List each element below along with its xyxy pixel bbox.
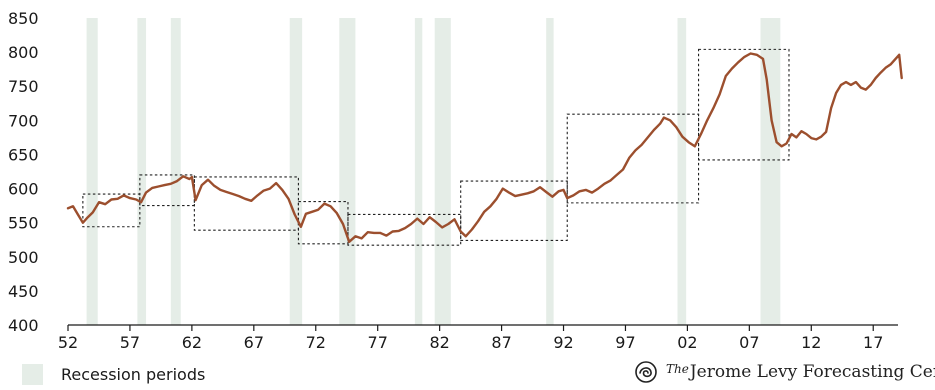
x-tick-label-77: 77 xyxy=(368,333,388,352)
recession-band-9 xyxy=(760,18,781,325)
brand-text: TheJerome Levy Forecasting Center xyxy=(666,362,935,382)
trading-range-box-3 xyxy=(297,200,349,245)
legend: Recession periods xyxy=(22,364,205,385)
y-tick-label-750: 750 xyxy=(8,77,39,96)
recession-band-7 xyxy=(546,18,554,325)
x-tick-label-87: 87 xyxy=(491,333,511,352)
trading-range-box-2 xyxy=(193,176,299,231)
brand-the: The xyxy=(666,362,689,376)
y-tick-label-550: 550 xyxy=(8,214,39,233)
x-tick-label-57: 57 xyxy=(120,333,140,352)
recession-band-4 xyxy=(339,18,356,325)
trading-range-box-1 xyxy=(139,174,195,207)
recession-band-0 xyxy=(86,18,98,325)
y-tick-label-400: 400 xyxy=(8,316,39,335)
x-tick-label-97: 97 xyxy=(615,333,635,352)
x-tick-label-07: 07 xyxy=(739,333,759,352)
branding: TheJerome Levy Forecasting Center xyxy=(634,360,935,384)
trading-range-box-6 xyxy=(566,113,700,204)
recession-band-5 xyxy=(414,18,423,325)
x-tick-label-67: 67 xyxy=(244,333,264,352)
y-tick-label-450: 450 xyxy=(8,282,39,301)
trading-range-box-7 xyxy=(698,48,790,161)
x-tick-label-92: 92 xyxy=(553,333,573,352)
x-tick-label-52: 52 xyxy=(58,333,78,352)
y-tick-label-800: 800 xyxy=(8,43,39,62)
brand-name: Jerome Levy Forecasting Center xyxy=(689,362,935,382)
recession-legend-label: Recession periods xyxy=(61,365,206,384)
x-tick-label-62: 62 xyxy=(182,333,202,352)
y-tick-label-650: 650 xyxy=(8,145,39,164)
recession-band-1 xyxy=(137,18,147,325)
y-tick-label-700: 700 xyxy=(8,111,39,130)
trading-range-box-5 xyxy=(460,180,568,241)
recession-legend-swatch xyxy=(22,364,43,385)
x-tick-label-12: 12 xyxy=(801,333,821,352)
y-tick-label-600: 600 xyxy=(8,180,39,199)
y-tick-label-500: 500 xyxy=(8,248,39,267)
recession-band-3 xyxy=(289,18,303,325)
x-tick-label-72: 72 xyxy=(306,333,326,352)
levy-spiral-logo-icon xyxy=(635,361,657,383)
series-line-0 xyxy=(66,52,903,243)
recession-band-2 xyxy=(170,18,181,325)
x-tick-label-17: 17 xyxy=(863,333,883,352)
recession-band-8 xyxy=(677,18,687,325)
recession-band-6 xyxy=(434,18,451,325)
y-tick-label-850: 850 xyxy=(8,9,39,28)
trading-range-box-4 xyxy=(347,213,462,246)
x-tick-label-82: 82 xyxy=(429,333,449,352)
x-tick-label-02: 02 xyxy=(677,333,697,352)
